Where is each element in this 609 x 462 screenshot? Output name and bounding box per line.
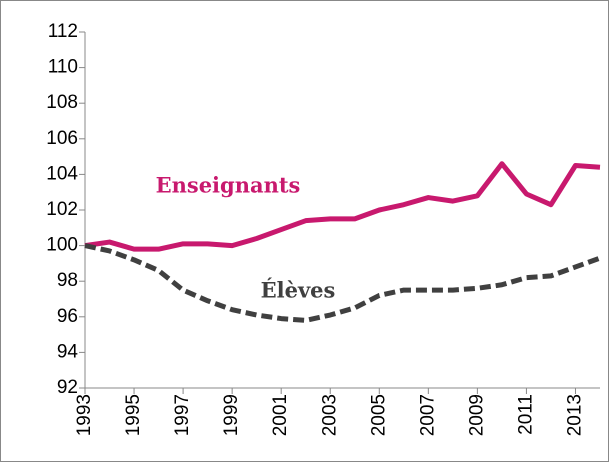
y-tick-label: 98: [57, 270, 78, 291]
x-tick-label: 1993: [74, 394, 95, 436]
x-tick-label: 2005: [368, 394, 389, 436]
y-tick-label: 102: [46, 199, 78, 220]
x-tick-label: 1999: [221, 394, 242, 436]
series-label: Enseignants: [156, 173, 301, 198]
y-tick-label: 100: [46, 235, 78, 256]
y-tick-label: 112: [48, 21, 78, 42]
y-tick-label: 96: [57, 306, 78, 327]
y-tick-label: 92: [57, 377, 78, 398]
y-tick-label: 104: [46, 163, 78, 184]
y-tick-label: 106: [46, 128, 78, 149]
x-tick-label: 2011: [515, 394, 536, 435]
x-tick-label: 2007: [417, 394, 438, 436]
x-tick-label: 2001: [270, 394, 291, 436]
x-tick-label: 2003: [319, 394, 340, 436]
x-tick-label: 2009: [466, 394, 487, 436]
series-label: Élèves: [261, 278, 336, 303]
x-tick-label: 2013: [564, 394, 585, 436]
y-tick-label: 94: [57, 341, 79, 362]
x-tick-label: 1997: [172, 394, 193, 436]
series-line: [84, 243, 601, 323]
x-tick-label: 1995: [123, 394, 144, 436]
y-tick-label: 108: [46, 92, 78, 113]
series-line: [84, 161, 601, 252]
y-tick-label: 110: [48, 57, 78, 78]
